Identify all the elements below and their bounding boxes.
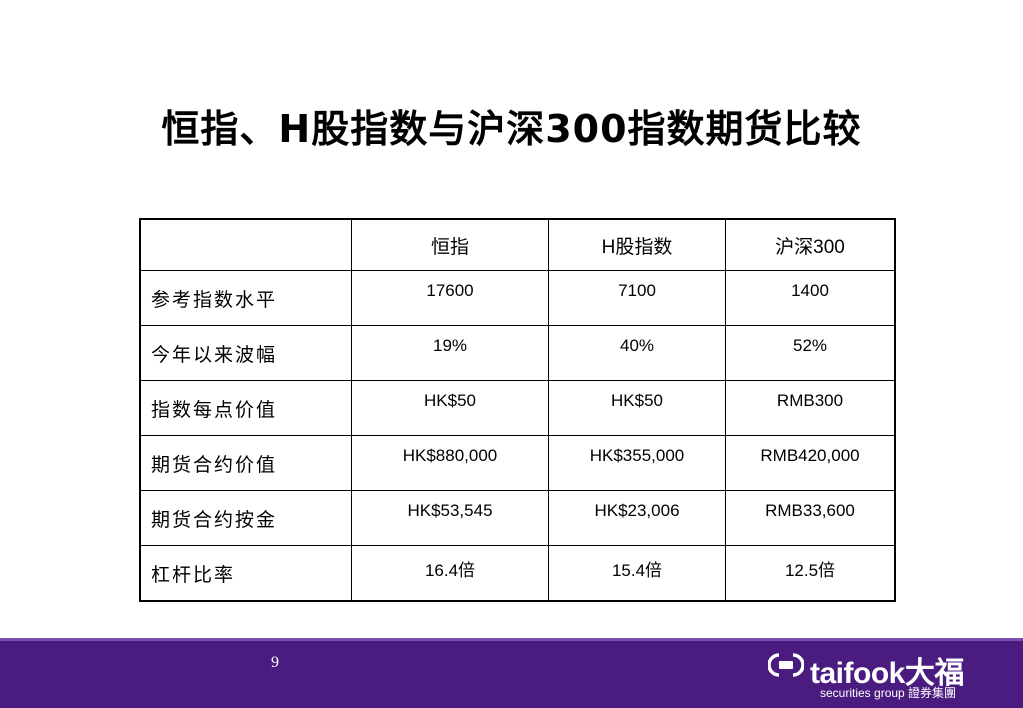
table-cell: 1400 bbox=[725, 270, 896, 326]
logo-wordmark: taifook大福 bbox=[810, 657, 964, 690]
table-cell: HK$23,006 bbox=[548, 490, 726, 546]
row-label: 期货合约价值 bbox=[139, 435, 352, 491]
row-label: 杠杆比率 bbox=[139, 545, 352, 602]
row-label: 今年以来波幅 bbox=[139, 325, 352, 381]
table-cell: HK$50 bbox=[548, 380, 726, 436]
slide-title: 恒指、H股指数与沪深300指数期货比较 bbox=[161, 107, 862, 151]
table-cell: 16.4倍 bbox=[351, 545, 549, 602]
table-cell: 52% bbox=[725, 325, 896, 381]
table-cell: HK$880,000 bbox=[351, 435, 549, 491]
table-cell: 40% bbox=[548, 325, 726, 381]
logo-subtitle: securities group 證券集團 bbox=[820, 686, 957, 700]
table-row: 参考指数水平 17600 7100 1400 bbox=[139, 270, 896, 326]
table-cell: HK$355,000 bbox=[548, 435, 726, 491]
page-number: 9 bbox=[271, 654, 279, 671]
comparison-table: 恒指 H股指数 沪深300 参考指数水平 17600 7100 1400 今年以… bbox=[139, 218, 896, 602]
row-label: 参考指数水平 bbox=[139, 270, 352, 326]
table-cell: 19% bbox=[351, 325, 549, 381]
table-cell: RMB300 bbox=[725, 380, 896, 436]
row-label: 指数每点价值 bbox=[139, 380, 352, 436]
table-cell: RMB33,600 bbox=[725, 490, 896, 546]
table-cell: RMB420,000 bbox=[725, 435, 896, 491]
table-cell: 17600 bbox=[351, 270, 549, 326]
table-row: 杠杆比率 16.4倍 15.4倍 12.5倍 bbox=[139, 545, 896, 602]
table-row: 期货合约按金 HK$53,545 HK$23,006 RMB33,600 bbox=[139, 490, 896, 546]
header-cell-hshares: H股指数 bbox=[548, 218, 726, 271]
header-cell-hsi: 恒指 bbox=[351, 218, 549, 271]
table-cell: 7100 bbox=[548, 270, 726, 326]
table-row: 今年以来波幅 19% 40% 52% bbox=[139, 325, 896, 381]
table-cell: HK$50 bbox=[351, 380, 549, 436]
table-header-row: 恒指 H股指数 沪深300 bbox=[139, 218, 896, 271]
header-cell-csi300: 沪深300 bbox=[725, 218, 896, 271]
table-row: 指数每点价值 HK$50 HK$50 RMB300 bbox=[139, 380, 896, 436]
table-row: 期货合约价值 HK$880,000 HK$355,000 RMB420,000 bbox=[139, 435, 896, 491]
footer-bar: 9 taifook大福 securities group 證券集團 bbox=[0, 638, 1023, 708]
row-label: 期货合约按金 bbox=[139, 490, 352, 546]
table-cell: 12.5倍 bbox=[725, 545, 896, 602]
header-cell-empty bbox=[139, 218, 352, 271]
table-cell: HK$53,545 bbox=[351, 490, 549, 546]
footer-divider bbox=[0, 638, 1023, 641]
taifook-logo-icon bbox=[768, 653, 804, 677]
table-cell: 15.4倍 bbox=[548, 545, 726, 602]
company-logo: taifook大福 securities group 證券集團 bbox=[768, 648, 1008, 704]
